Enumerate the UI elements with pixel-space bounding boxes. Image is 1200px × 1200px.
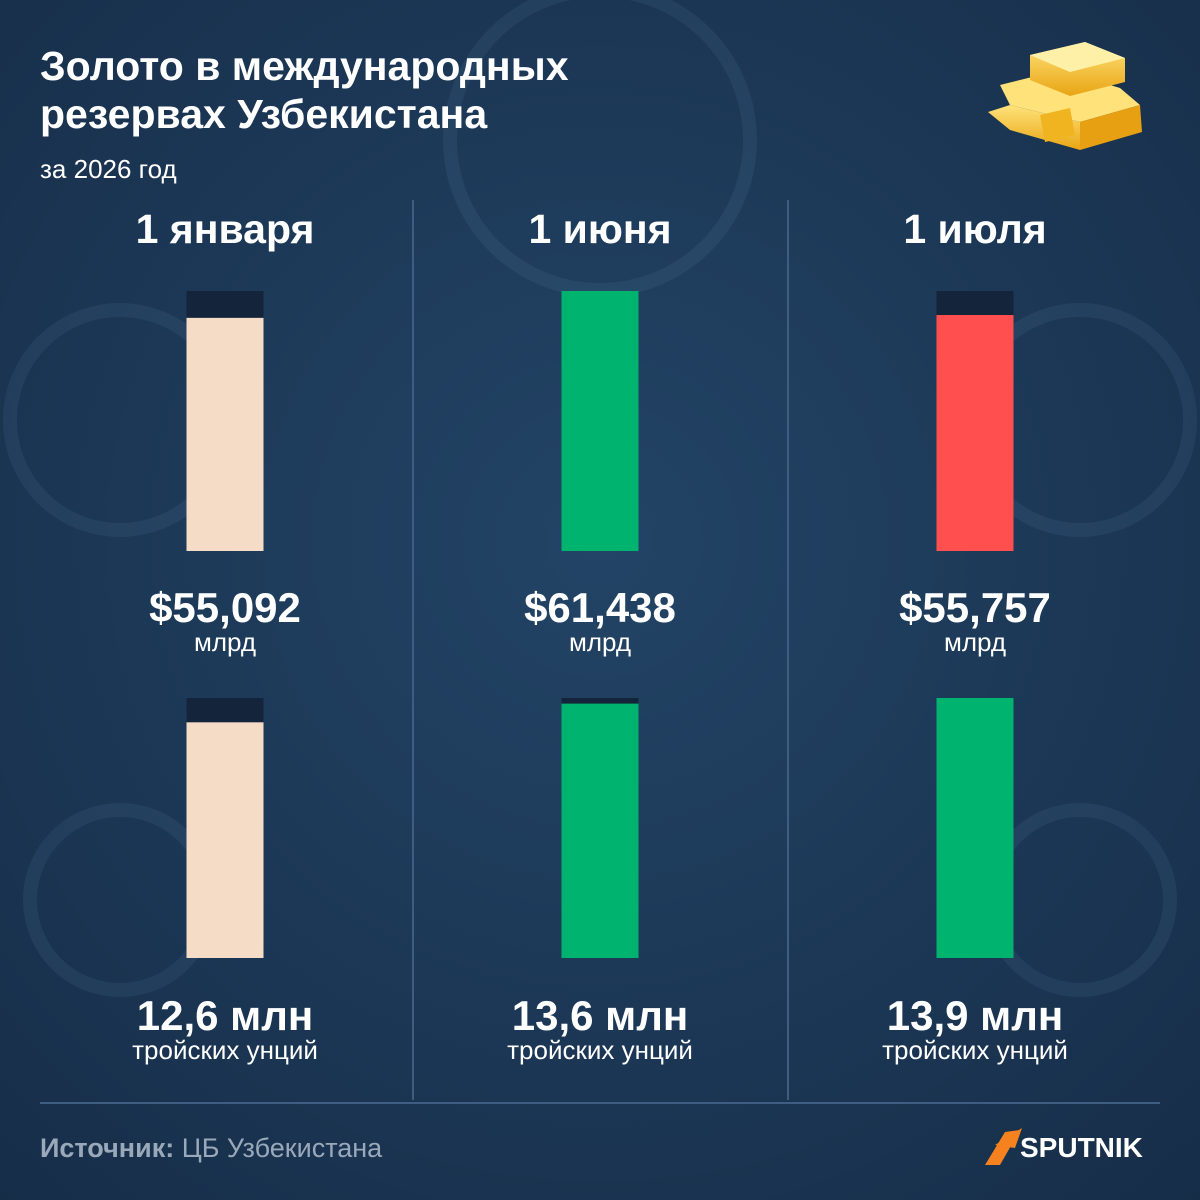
- bar: [936, 698, 1014, 958]
- gold-icon: [988, 42, 1142, 150]
- value-label: 13,9 млн: [887, 992, 1064, 1039]
- bar: [561, 291, 639, 551]
- title: резервах Узбекистана: [40, 91, 488, 137]
- unit-label: тройских унций: [882, 1035, 1068, 1065]
- title: Золото в международных: [40, 43, 569, 89]
- source-text: ЦБ Узбекистана: [182, 1133, 383, 1163]
- value-label: $61,438: [524, 584, 676, 631]
- unit-label: млрд: [569, 627, 631, 657]
- category-label: 1 июня: [528, 206, 671, 252]
- value-label: 13,6 млн: [512, 992, 689, 1039]
- source: Источник: ЦБ Узбекистана: [40, 1133, 383, 1163]
- source-label: Источник:: [40, 1133, 174, 1163]
- category-label: 1 июля: [903, 206, 1046, 252]
- bar: [186, 317, 264, 551]
- unit-label: тройских унций: [507, 1035, 693, 1065]
- category-label: 1 января: [136, 206, 315, 252]
- bar: [186, 722, 264, 958]
- value-label: $55,757: [899, 584, 1051, 631]
- unit-label: тройских унций: [132, 1035, 318, 1065]
- unit-label: млрд: [944, 627, 1006, 657]
- value-label: 12,6 млн: [137, 992, 314, 1039]
- bar: [936, 315, 1014, 551]
- unit-label: млрд: [194, 627, 256, 657]
- subtitle: за 2026 год: [40, 154, 177, 184]
- logo: SPUTNIK: [985, 1128, 1143, 1165]
- value-label: $55,092: [149, 584, 301, 631]
- bar: [561, 703, 639, 958]
- logo-text: SPUTNIK: [1020, 1132, 1143, 1163]
